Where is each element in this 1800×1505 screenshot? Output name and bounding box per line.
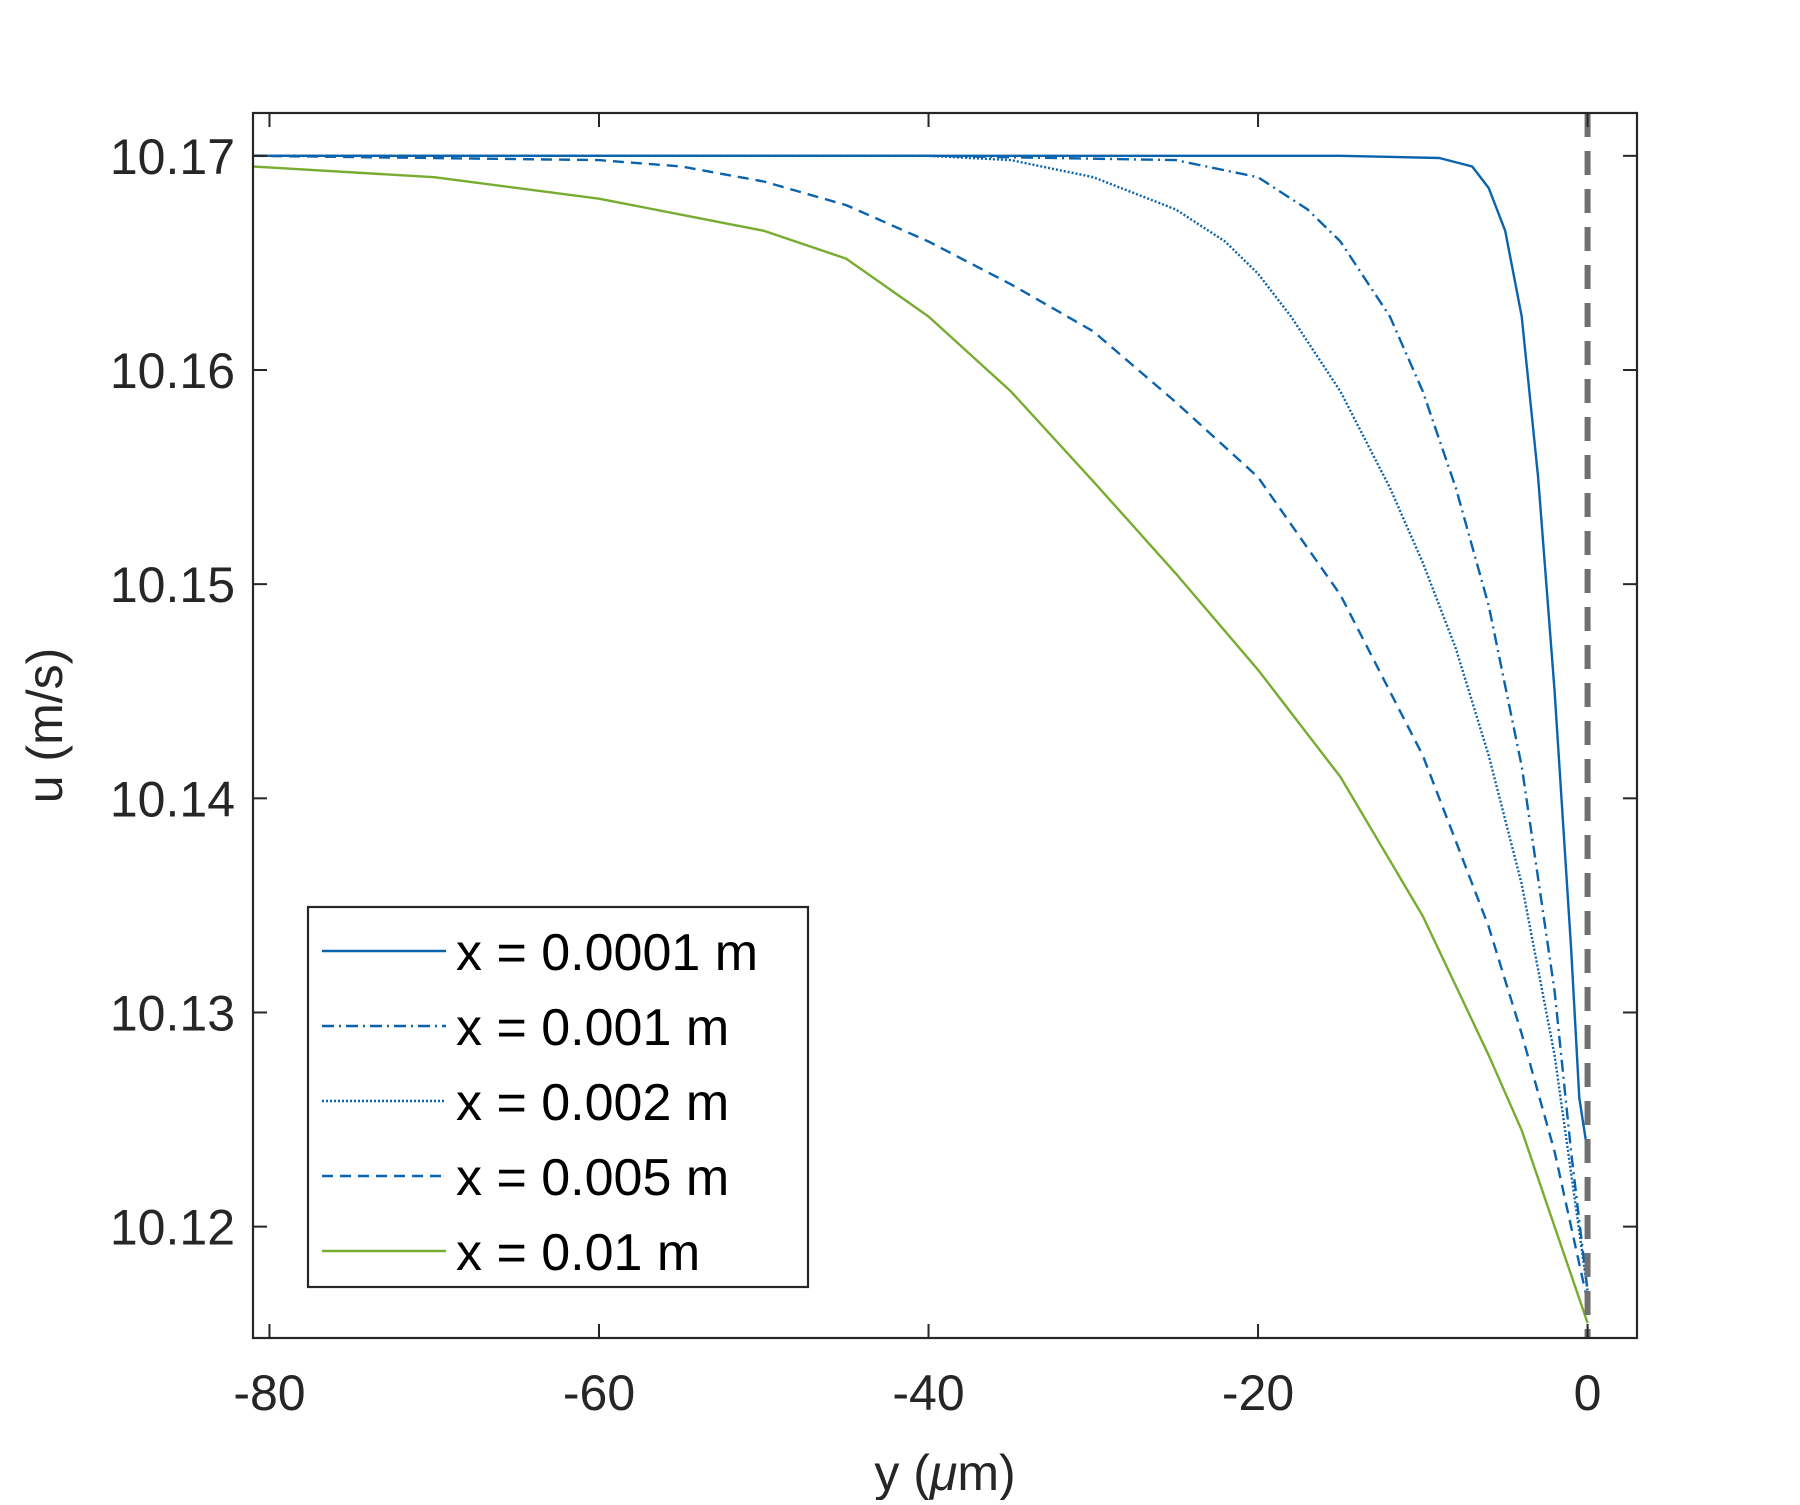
x-tick-label: -60 xyxy=(563,1365,635,1421)
y-tick-label: 10.15 xyxy=(110,557,235,613)
axes-box xyxy=(251,111,1639,1340)
legend-label-2: x = 0.001 m xyxy=(456,999,729,1057)
legend-label-3: x = 0.002 m xyxy=(456,1074,729,1132)
series-line-5 xyxy=(253,165,1589,1324)
plot-area xyxy=(253,113,1591,1338)
y-tick-label: 10.12 xyxy=(110,1200,235,1256)
x-tick-label: -40 xyxy=(892,1365,964,1421)
x-tick-label: -20 xyxy=(1222,1365,1294,1421)
legend-label-4: x = 0.005 m xyxy=(456,1149,729,1207)
x-tick-label: 0 xyxy=(1574,1365,1602,1421)
legend-label-1: x = 0.0001 m xyxy=(456,924,758,982)
x-axis-label-tail: m) xyxy=(957,1445,1015,1500)
y-tick-label: 10.14 xyxy=(110,771,235,827)
series-line-4 xyxy=(253,154,1589,1302)
x-axis-label-mu: μ xyxy=(928,1445,957,1500)
series-line-2 xyxy=(253,154,1589,1292)
y-axis-label: u (m/s) xyxy=(17,648,73,804)
axes: -80 -60 -40 -20 0 10.12 10.13 10.14 10.15 10.16 10… xyxy=(110,111,1639,1421)
y-tick-label: 10.17 xyxy=(110,129,235,185)
y-tick-label: 10.13 xyxy=(110,985,235,1041)
legend-box xyxy=(306,905,810,1289)
x-axis-label: y (μm) xyxy=(874,1445,1015,1500)
x-axis-label-head: y ( xyxy=(874,1445,930,1500)
series-lines xyxy=(253,154,1589,1324)
series-line-1 xyxy=(253,154,1589,1152)
series-line-3 xyxy=(253,154,1589,1292)
legend-label-5: x = 0.01 m xyxy=(456,1224,700,1282)
y-tick-label: 10.16 xyxy=(110,343,235,399)
legend: x = 0.0001 m x = 0.001 m x = 0.002 m x = 0.… xyxy=(306,905,810,1289)
x-tick-label: -80 xyxy=(233,1365,305,1421)
